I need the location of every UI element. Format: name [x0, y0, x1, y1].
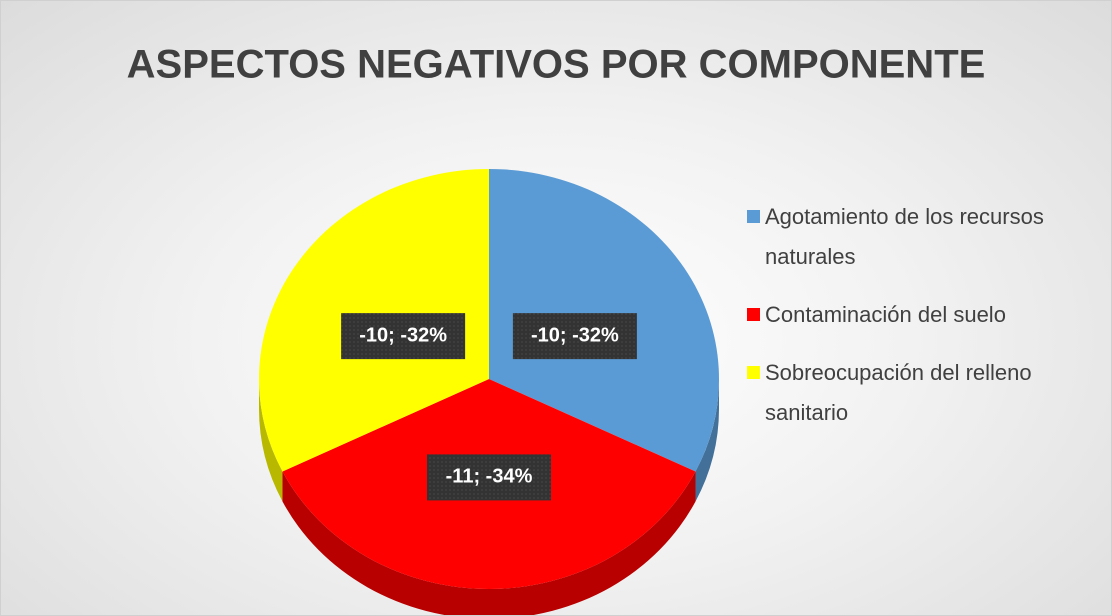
- legend-item: Agotamiento de los recursos naturales: [747, 197, 1097, 277]
- data-label: -11; -34%: [446, 466, 533, 488]
- legend-swatch: [747, 210, 760, 223]
- chart-title: ASPECTOS NEGATIVOS POR COMPONENTE: [127, 43, 986, 87]
- slice-side: [282, 471, 696, 615]
- legend-item: Contaminación del suelo: [747, 295, 1097, 335]
- legend-item: Sobreocupación del relleno sanitario: [747, 353, 1097, 433]
- legend-label: Contaminación del suelo: [765, 302, 1006, 327]
- data-label: -10; -32%: [531, 324, 619, 346]
- legend-label: Sobreocupación del relleno sanitario: [765, 360, 1032, 425]
- data-label-box: [427, 454, 551, 501]
- data-label-box: [341, 313, 466, 360]
- legend: Agotamiento de los recursos naturales Con…: [747, 197, 1097, 433]
- data-label: -10; -32%: [359, 324, 447, 346]
- legend-swatch: [747, 366, 760, 379]
- legend-swatch: [747, 308, 760, 321]
- slice-side: [695, 379, 719, 502]
- legend-label: Agotamiento de los recursos naturales: [765, 204, 1044, 269]
- data-label-box: [512, 313, 637, 360]
- slice-side: [259, 379, 283, 502]
